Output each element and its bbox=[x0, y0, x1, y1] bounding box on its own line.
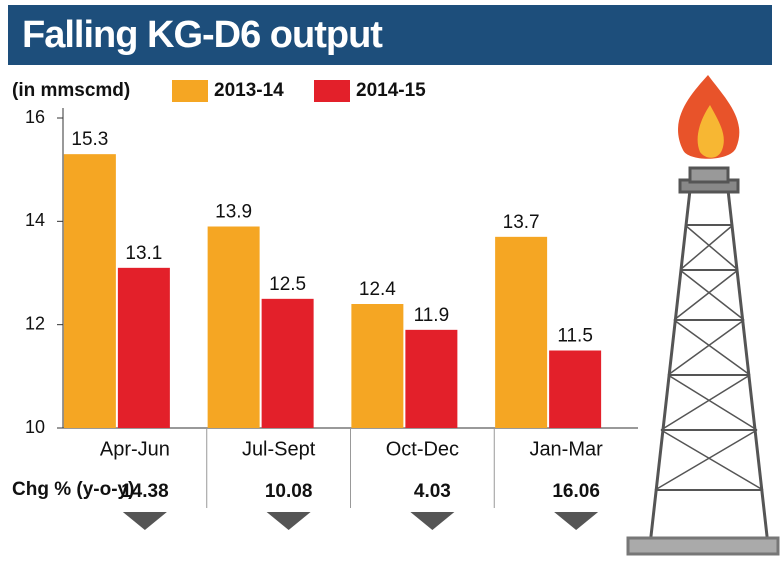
down-arrow bbox=[266, 512, 311, 530]
bar bbox=[495, 236, 548, 428]
legend-swatch bbox=[172, 80, 208, 102]
x-tick-label: Oct-Dec bbox=[386, 438, 459, 460]
y-tick-label: 12 bbox=[25, 313, 45, 333]
title-bar bbox=[8, 5, 772, 65]
bar bbox=[351, 304, 404, 428]
value-label: 13.7 bbox=[503, 212, 540, 233]
bar bbox=[549, 350, 602, 428]
change-value: 4.03 bbox=[414, 481, 451, 502]
flame-core bbox=[697, 105, 724, 158]
bar bbox=[63, 154, 116, 428]
value-label: 13.1 bbox=[125, 243, 162, 264]
bar bbox=[261, 298, 314, 428]
legend-swatch bbox=[314, 80, 350, 102]
value-label: 12.5 bbox=[269, 274, 306, 295]
value-label: 15.3 bbox=[71, 129, 108, 150]
value-label: 13.9 bbox=[215, 202, 252, 223]
bar bbox=[117, 267, 170, 428]
bar bbox=[207, 226, 260, 428]
legend-label: 2014-15 bbox=[356, 80, 426, 101]
chart-title: Falling KG-D6 output bbox=[22, 14, 383, 56]
down-arrow bbox=[554, 512, 599, 530]
down-arrow bbox=[410, 512, 455, 530]
change-value: 14.38 bbox=[121, 481, 169, 502]
x-tick-label: Apr-Jun bbox=[100, 438, 170, 460]
x-tick-label: Jul-Sept bbox=[242, 438, 316, 460]
y-tick-label: 14 bbox=[25, 210, 45, 230]
change-value: 16.06 bbox=[552, 481, 600, 502]
change-label: Chg % (y-o-y) bbox=[12, 479, 134, 500]
y-tick-label: 16 bbox=[25, 107, 45, 127]
derrick bbox=[626, 166, 780, 556]
value-label: 12.4 bbox=[359, 279, 396, 300]
y-tick-label: 10 bbox=[25, 417, 45, 437]
legend-label: 2013-14 bbox=[214, 80, 284, 101]
bar bbox=[405, 329, 458, 428]
down-arrow bbox=[122, 512, 167, 530]
x-tick-label: Jan-Mar bbox=[529, 438, 603, 460]
value-label: 11.9 bbox=[414, 305, 450, 326]
value-label: 11.5 bbox=[557, 326, 593, 347]
change-value: 10.08 bbox=[265, 481, 313, 502]
unit-label: (in mmscmd) bbox=[12, 80, 130, 101]
